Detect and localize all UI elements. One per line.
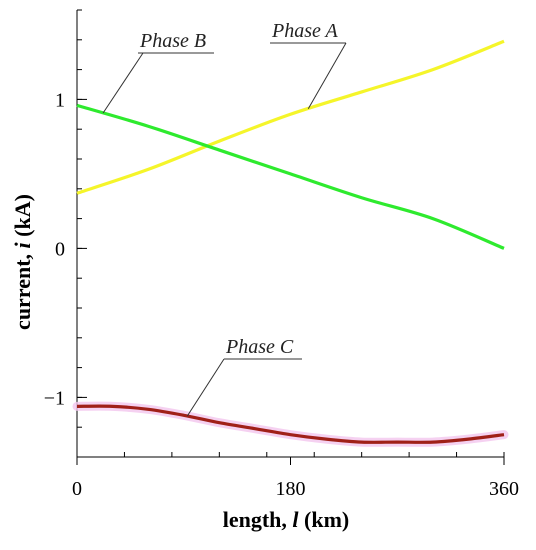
x-axis-title: length, l (km) <box>223 507 350 532</box>
phase-c-halo <box>72 401 509 447</box>
y-tick-label: 1 <box>55 89 65 111</box>
x-tick-label: 0 <box>72 478 82 500</box>
phase-b-callout-label: Phase B <box>139 30 206 52</box>
y-tick-label: 0 <box>55 238 65 260</box>
y-tick-label: −1 <box>44 387 65 409</box>
phase-c-callout-label: Phase C <box>225 336 294 358</box>
phase-c-line <box>76 404 505 444</box>
phase-a-line <box>76 39 505 195</box>
series-layer <box>72 39 509 447</box>
phase-c-callout-leader <box>186 358 225 417</box>
phase-a-callout-leader <box>307 42 347 109</box>
phase-b-line <box>76 103 505 250</box>
phase-a-callout-label: Phase A <box>271 20 339 42</box>
callouts: Phase A Phase B Phase C <box>102 20 347 417</box>
axes: −1 0 1 0 180 360 <box>44 9 519 500</box>
phase-b-callout-leader <box>102 52 144 114</box>
y-axis-title: current, i (kA) <box>10 194 35 330</box>
x-tick-label: 180 <box>276 478 306 500</box>
x-tick-label: 360 <box>489 478 519 500</box>
